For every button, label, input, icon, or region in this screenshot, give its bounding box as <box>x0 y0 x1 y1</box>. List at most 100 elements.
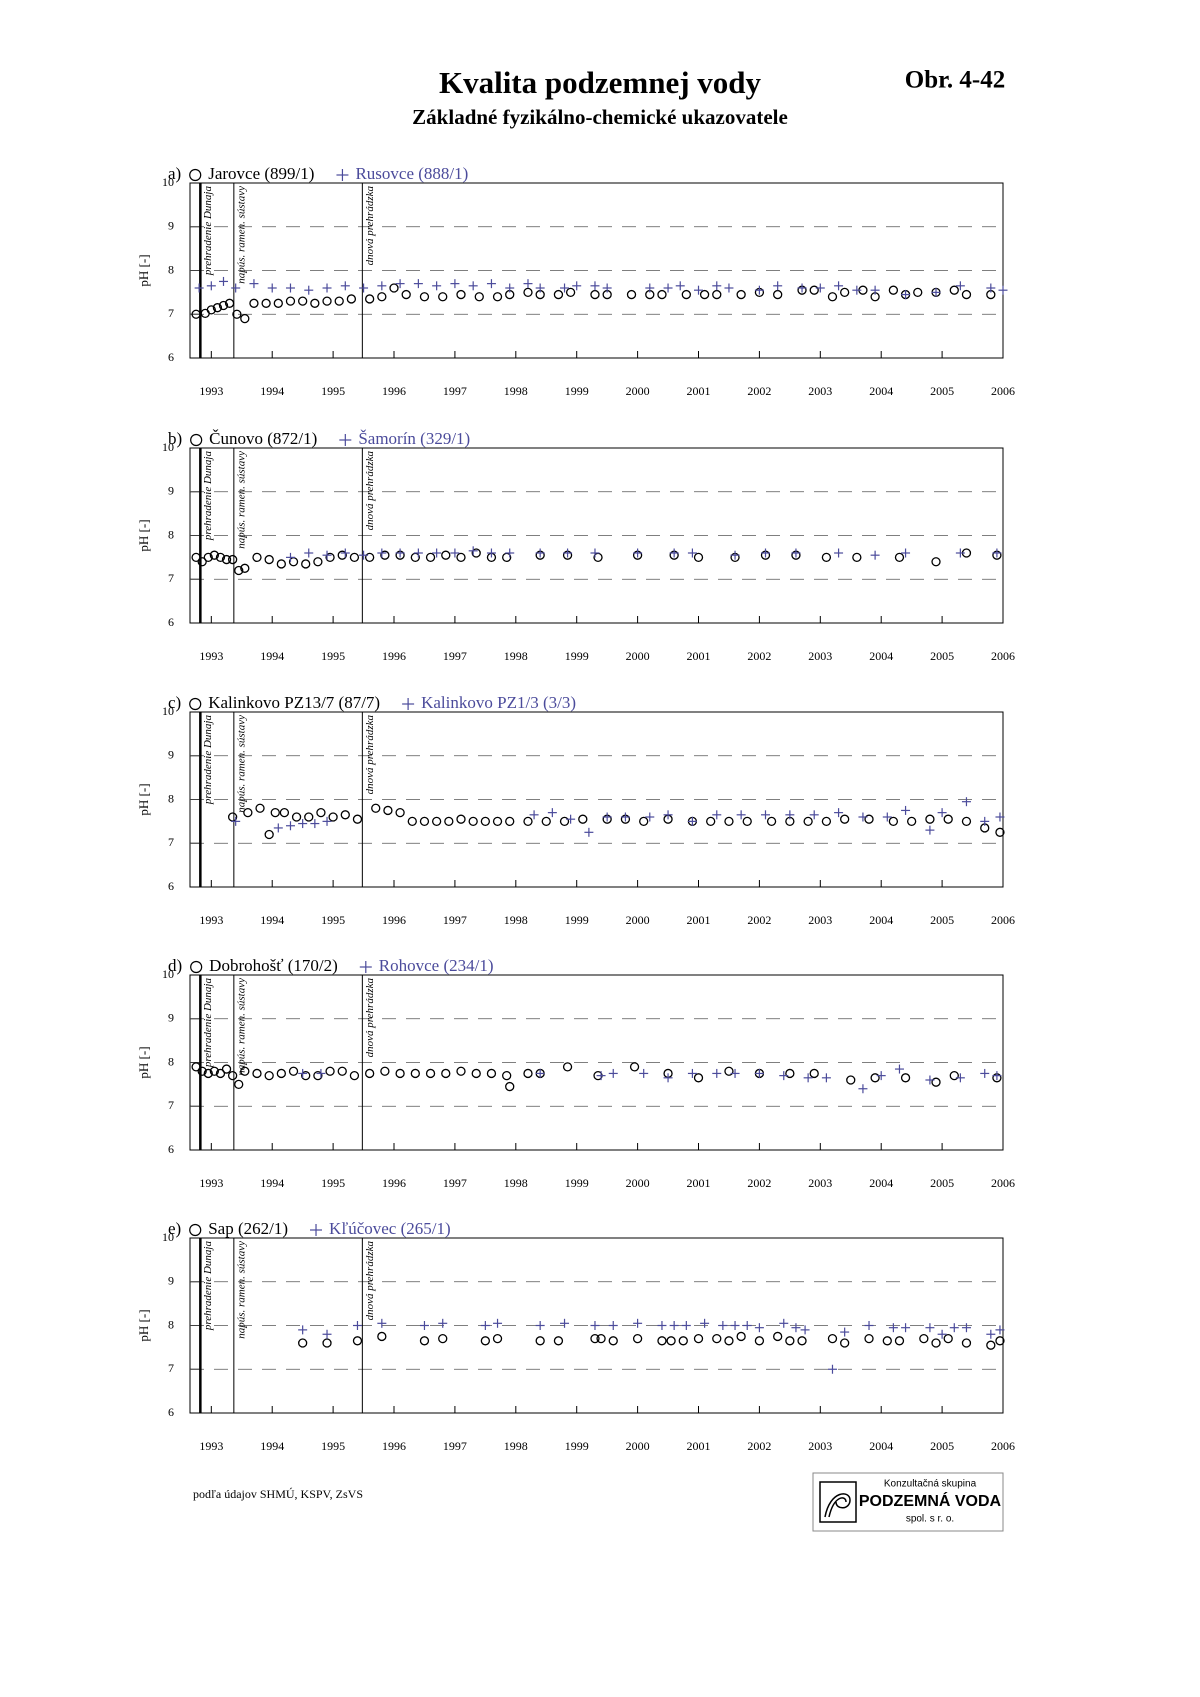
point <box>240 313 250 324</box>
point <box>419 816 430 827</box>
point <box>313 557 323 567</box>
point <box>712 281 722 291</box>
point <box>821 816 832 827</box>
point <box>894 1336 905 1346</box>
point <box>365 1068 375 1079</box>
event-label: prehradenie Dunaja <box>202 1241 214 1332</box>
x-tick-label: 2006 <box>991 913 1015 927</box>
point <box>657 1336 667 1346</box>
point <box>191 552 201 563</box>
point <box>773 1331 783 1342</box>
point <box>340 810 350 820</box>
point <box>492 816 503 827</box>
logo-icon <box>819 1481 857 1523</box>
point <box>931 1077 941 1087</box>
x-tick-label: 1997 <box>443 384 467 398</box>
point <box>937 1329 947 1339</box>
x-tick-label: 1996 <box>382 1176 406 1190</box>
legend-label: Kalinkovo PZ1/3 (3/3) <box>421 693 576 712</box>
point <box>754 285 764 295</box>
point <box>919 1333 929 1344</box>
y-tick-label: 9 <box>168 748 174 762</box>
point <box>803 816 813 827</box>
point <box>468 281 478 291</box>
event-label: napús. ramen. sústavy <box>235 978 247 1076</box>
y-tick-label: 7 <box>168 835 174 849</box>
event-label: napús. ramen. sústavy <box>235 451 247 549</box>
point <box>438 1318 448 1328</box>
point <box>834 281 844 291</box>
point <box>712 289 722 300</box>
y-axis-label: pH [-] <box>136 1309 151 1341</box>
point <box>797 1336 807 1346</box>
legend-label: Rusovce (888/1) <box>355 164 468 183</box>
point <box>894 552 905 563</box>
panel-label: a) <box>168 164 181 183</box>
point <box>584 827 594 837</box>
y-tick-label: 6 <box>168 1405 174 1419</box>
point <box>961 816 972 827</box>
point <box>894 1064 904 1074</box>
x-tick-label: 2001 <box>687 384 711 398</box>
point <box>995 1325 1005 1335</box>
point <box>444 816 454 827</box>
x-tick-label: 1994 <box>260 384 284 398</box>
event-label: prehradenie Dunaja <box>202 451 214 542</box>
point <box>474 292 484 302</box>
legend-label: Rohovce (234/1) <box>379 956 494 975</box>
point <box>888 1323 898 1333</box>
point <box>663 810 673 820</box>
point <box>505 283 515 293</box>
point <box>596 1071 606 1081</box>
point <box>425 552 436 563</box>
event-label: dnová prehrádzka <box>364 715 376 795</box>
point <box>590 548 600 558</box>
point <box>639 1068 649 1078</box>
point <box>754 1336 765 1346</box>
point <box>285 296 296 306</box>
point <box>858 812 868 822</box>
x-tick-label: 2002 <box>747 1439 771 1453</box>
point <box>834 808 844 818</box>
point <box>301 559 311 569</box>
point <box>298 1325 308 1335</box>
x-tick-label: 1999 <box>565 913 589 927</box>
point <box>961 797 971 807</box>
point <box>663 1073 673 1083</box>
x-tick-label: 2005 <box>930 1439 954 1453</box>
x-tick-label: 2002 <box>747 913 771 927</box>
point <box>231 283 241 293</box>
x-tick-label: 1999 <box>565 1176 589 1190</box>
figure-number: Obr. 4-42 <box>905 67 1005 94</box>
point <box>773 289 783 300</box>
point <box>352 1321 362 1330</box>
point <box>505 548 515 558</box>
legend-symbol <box>402 698 415 710</box>
point <box>590 1321 600 1330</box>
point <box>227 1070 238 1081</box>
point <box>468 816 478 827</box>
point <box>270 807 280 818</box>
point <box>486 548 496 558</box>
point <box>255 803 265 813</box>
point <box>986 283 996 293</box>
point <box>249 279 259 289</box>
point <box>809 810 819 820</box>
point <box>730 1321 740 1330</box>
point <box>301 1070 311 1081</box>
legend-symbol <box>310 1224 323 1236</box>
legend-symbol <box>339 434 352 446</box>
point <box>718 1321 728 1330</box>
point <box>632 1333 643 1344</box>
point <box>858 1084 868 1094</box>
point <box>791 548 801 558</box>
point <box>468 546 478 556</box>
point <box>608 1068 618 1078</box>
legend-symbol <box>190 960 203 974</box>
point <box>380 1066 390 1076</box>
point <box>888 816 899 827</box>
point <box>276 1068 286 1079</box>
point <box>931 1338 941 1348</box>
legend-label: Kalinkovo PZ13/7 (87/7) <box>208 693 380 712</box>
